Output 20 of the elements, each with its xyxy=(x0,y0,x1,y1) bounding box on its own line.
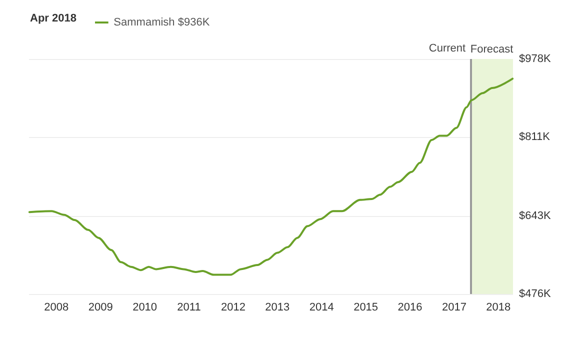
ref-line-label: Current xyxy=(428,42,466,54)
legend-label: Sammamish $936K xyxy=(114,16,210,28)
legend-title: Apr 2018 xyxy=(30,12,76,24)
line-series xyxy=(28,78,514,276)
x-tick-label: 2017 xyxy=(442,302,466,314)
y-tick-label: $978K xyxy=(519,53,552,65)
x-tick-label: 2015 xyxy=(354,302,378,314)
x-tick-label: 2011 xyxy=(177,302,201,314)
x-tick-label: 2010 xyxy=(132,302,158,314)
y-tick-label: $811K xyxy=(519,131,551,144)
x-tick-label: 2016 xyxy=(398,302,422,314)
x-tick-label: 2012 xyxy=(220,302,246,314)
y-tick-label: $476K xyxy=(519,288,552,300)
x-tick-label: 2008 xyxy=(44,302,69,314)
y-tick-label: $643K xyxy=(519,210,552,222)
x-tick-label: 2013 xyxy=(265,302,290,314)
band-label: Forecast xyxy=(470,44,514,56)
x-tick-label: 2009 xyxy=(88,302,113,314)
x-tick-label: 2014 xyxy=(309,302,334,314)
x-tick-label: 2018 xyxy=(486,302,511,314)
